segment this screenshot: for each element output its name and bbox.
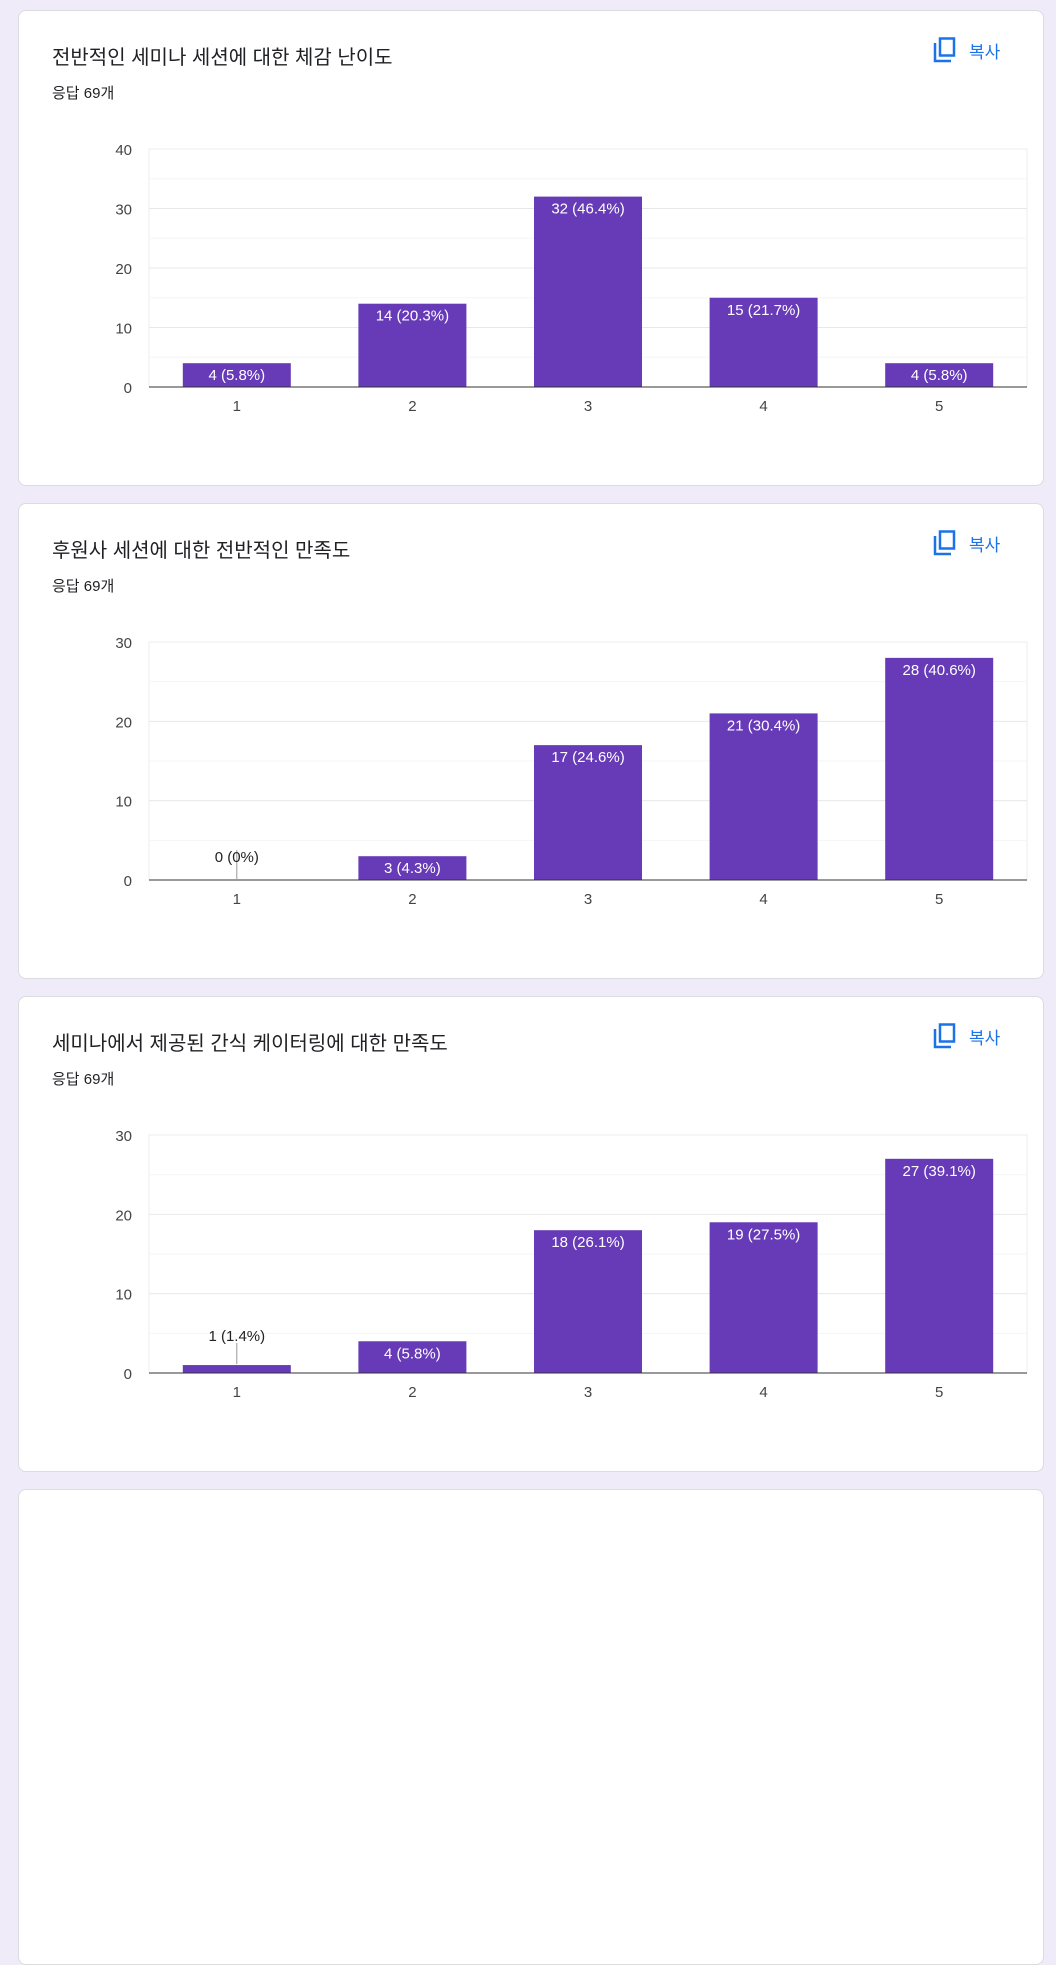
copy-chart-button[interactable]: 복사 [933, 37, 1000, 63]
x-tick-label: 2 [408, 398, 416, 415]
y-tick-label: 30 [115, 1128, 132, 1145]
bar [358, 856, 467, 880]
copy-chart-button[interactable]: 복사 [933, 1023, 1000, 1049]
response-count: 응답 69개 [52, 85, 115, 102]
question-summary-card: 후원사 세션에 대한 전반적인 만족도 응답 69개 복사 0 10 20 30 0 (… [18, 503, 1044, 979]
bar [358, 303, 467, 387]
bar [885, 363, 994, 387]
copy-chart-button[interactable]: 복사 [933, 530, 1000, 556]
y-tick-label: 30 [115, 202, 132, 219]
x-tick-label: 5 [935, 1384, 943, 1401]
x-tick-label: 1 [233, 1384, 241, 1401]
x-tick-label: 4 [759, 891, 767, 908]
data-label: 0 (0%) [215, 849, 259, 866]
question-summary-card: 전반적인 세미나 세션에 대한 체감 난이도 응답 69개 복사 0 10 20 30… [18, 10, 1044, 486]
copy-icon [933, 37, 956, 63]
y-tick-label: 0 [124, 1366, 132, 1383]
y-tick-label: 10 [115, 321, 132, 338]
data-label: 4 (5.8%) [208, 367, 265, 384]
x-tick-label: 3 [584, 1384, 592, 1401]
y-tick-label: 10 [115, 794, 132, 811]
bar-chart: 0 10 20 30 0 (0%) 1 3 (4.3%) 2 17 (24.6%) 3 21 (30… [115, 635, 1028, 908]
bar [182, 1365, 291, 1373]
next-card-partial [18, 1489, 1044, 1965]
x-tick-label: 2 [408, 891, 416, 908]
bar [534, 745, 642, 880]
copy-label: 복사 [969, 535, 1001, 555]
data-label: 19 (27.5%) [727, 1226, 800, 1243]
x-tick-label: 4 [759, 1384, 767, 1401]
question-title: 전반적인 세미나 세션에 대한 체감 난이도 [52, 47, 393, 69]
copy-label: 복사 [969, 42, 1001, 62]
bar [885, 657, 994, 880]
copy-label: 복사 [969, 1028, 1001, 1048]
bar [709, 297, 818, 387]
copy-icon [933, 1023, 956, 1049]
data-label: 17 (24.6%) [551, 749, 624, 766]
data-label: 27 (39.1%) [903, 1163, 976, 1180]
y-tick-label: 10 [115, 1287, 132, 1304]
bar [709, 1222, 818, 1373]
question-title: 후원사 세션에 대한 전반적인 만족도 [52, 540, 351, 562]
x-tick-label: 5 [935, 891, 943, 908]
y-tick-label: 40 [115, 142, 132, 159]
x-tick-label: 1 [233, 891, 241, 908]
data-label: 4 (5.8%) [384, 1345, 441, 1362]
bar [885, 1158, 994, 1373]
copy-icon [933, 530, 956, 556]
bar [534, 196, 642, 387]
y-tick-label: 0 [124, 380, 132, 397]
bar [709, 713, 818, 880]
y-tick-label: 20 [115, 1207, 132, 1224]
data-label: 18 (26.1%) [551, 1234, 624, 1251]
question-summary-card: 세미나에서 제공된 간식 케이터링에 대한 만족도 응답 69개 복사 0 10 2… [18, 996, 1044, 1472]
bar [534, 1230, 642, 1373]
data-label: 21 (30.4%) [727, 717, 800, 734]
x-tick-label: 1 [233, 398, 241, 415]
x-tick-label: 2 [408, 1384, 416, 1401]
question-title: 세미나에서 제공된 간식 케이터링에 대한 만족도 [52, 1033, 448, 1055]
bar-chart: 0 10 20 30 1 (1.4%) 1 4 (5.8%) 2 18 (26.1%) 3 19 (… [115, 1128, 1028, 1401]
y-tick-label: 20 [115, 261, 132, 278]
x-tick-label: 5 [935, 398, 943, 415]
bar [182, 363, 291, 387]
data-label: 14 (20.3%) [376, 308, 449, 325]
response-count: 응답 69개 [52, 578, 115, 595]
bar [358, 1341, 467, 1373]
y-tick-label: 30 [115, 635, 132, 652]
x-tick-label: 4 [759, 398, 767, 415]
y-tick-label: 0 [124, 873, 132, 890]
data-label: 15 (21.7%) [727, 302, 800, 319]
data-label: 3 (4.3%) [384, 860, 441, 877]
data-label: 4 (5.8%) [911, 367, 968, 384]
x-tick-label: 3 [584, 398, 592, 415]
bar-chart: 0 10 20 30 40 4 (5.8%) 1 14 (20.3%) 2 32 (46.4%) 3… [115, 142, 1028, 415]
y-tick-label: 20 [115, 714, 132, 731]
data-label: 28 (40.6%) [903, 662, 976, 679]
data-label: 1 (1.4%) [208, 1328, 265, 1345]
x-tick-label: 3 [584, 891, 592, 908]
response-count: 응답 69개 [52, 1071, 115, 1088]
data-label: 32 (46.4%) [551, 201, 624, 218]
